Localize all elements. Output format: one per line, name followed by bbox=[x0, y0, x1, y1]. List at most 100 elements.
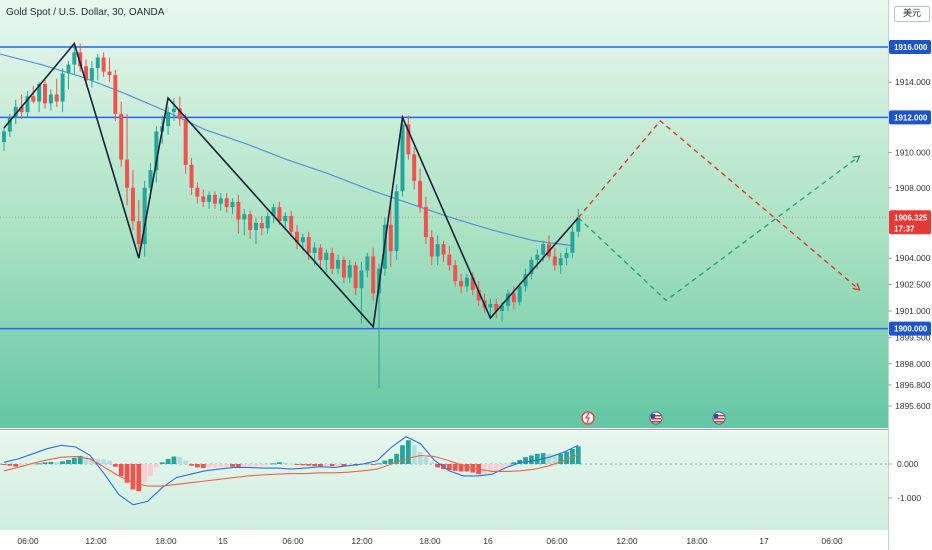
macd-histogram-bar bbox=[282, 462, 288, 464]
candle-body bbox=[453, 265, 458, 282]
time-tick-label: 12:00 bbox=[85, 536, 107, 546]
candle-body bbox=[541, 244, 546, 255]
macd-histogram-bar bbox=[429, 462, 435, 464]
candle-body bbox=[347, 265, 352, 278]
candle-body bbox=[365, 256, 370, 271]
us-flag-event-icon[interactable] bbox=[649, 411, 663, 425]
candle-body bbox=[511, 293, 516, 303]
projection-path[interactable] bbox=[577, 155, 860, 302]
candle-body bbox=[535, 254, 540, 260]
us-flag-event-icon[interactable] bbox=[712, 411, 726, 425]
candle-body bbox=[230, 201, 235, 208]
macd-histogram-bar bbox=[529, 455, 534, 464]
candle-body bbox=[207, 194, 212, 202]
candle-body bbox=[429, 237, 434, 257]
macd-histogram-bar bbox=[511, 462, 517, 464]
macd-histogram-bar bbox=[300, 464, 306, 466]
candle-body bbox=[242, 214, 247, 220]
macd-tick-label: -1.000 bbox=[897, 493, 921, 503]
projection-path[interactable] bbox=[577, 120, 860, 291]
macd-histogram-bar bbox=[482, 464, 487, 474]
time-tick-label: 06:00 bbox=[546, 536, 568, 546]
candle-body bbox=[95, 57, 100, 69]
macd-histogram-bar bbox=[552, 454, 558, 464]
moving-average bbox=[0, 53, 575, 247]
candle-body bbox=[523, 274, 528, 287]
macd-histogram-bar bbox=[159, 462, 165, 464]
candle-body bbox=[25, 96, 30, 113]
macd-histogram-bar bbox=[83, 456, 89, 464]
macd-histogram-bar bbox=[200, 464, 206, 469]
price-tick-label: 1899.500 bbox=[895, 332, 931, 342]
candle-body bbox=[19, 106, 24, 113]
macd-histogram-bar bbox=[247, 464, 253, 467]
macd-histogram-bar bbox=[142, 464, 148, 483]
macd-histogram-bar bbox=[171, 456, 177, 464]
candle-body bbox=[576, 217, 581, 232]
current-price-badge bbox=[889, 210, 931, 235]
macd-histogram-bar bbox=[224, 464, 230, 467]
zigzag-pattern[interactable] bbox=[3, 41, 579, 329]
chart-title: Gold Spot / U.S. Dollar, 30, OANDA bbox=[6, 7, 165, 18]
projection-lines[interactable] bbox=[577, 120, 861, 302]
candle-body bbox=[517, 286, 522, 303]
macd-histogram-bar bbox=[458, 464, 464, 472]
macd-histogram-bar bbox=[323, 464, 329, 467]
candle-body bbox=[177, 108, 182, 120]
macd-histogram-bar bbox=[177, 457, 183, 464]
macd-histogram-bar bbox=[446, 464, 452, 471]
candle-body bbox=[295, 231, 299, 243]
price-tick-label: 1910.000 bbox=[895, 148, 931, 158]
candle-body bbox=[142, 187, 147, 245]
price-tick-label: 1908.000 bbox=[895, 183, 931, 193]
candle-body bbox=[60, 73, 65, 102]
price-axis-bg bbox=[888, 0, 932, 550]
candle-body bbox=[488, 303, 493, 308]
candle-body bbox=[336, 259, 341, 269]
currency-button[interactable]: 美元 bbox=[894, 6, 930, 22]
time-tick-label: 06:00 bbox=[821, 536, 843, 546]
candle-body bbox=[253, 223, 258, 231]
candle-body bbox=[435, 244, 440, 257]
macd-histogram-bar bbox=[364, 463, 370, 465]
macd-histogram-bar bbox=[452, 464, 458, 471]
candle-body bbox=[464, 277, 469, 287]
time-tick-label: 18:00 bbox=[686, 536, 708, 546]
flash-event-icon[interactable] bbox=[581, 411, 595, 425]
macd-histogram-bar bbox=[107, 460, 112, 464]
candle-body bbox=[271, 207, 276, 216]
macd-histogram-bar bbox=[241, 464, 247, 467]
candle-body bbox=[89, 68, 94, 81]
zigzag-line[interactable] bbox=[3, 41, 579, 329]
macd-histogram-bar bbox=[306, 464, 312, 466]
macd-histogram-bar bbox=[60, 461, 65, 464]
candle-body bbox=[2, 131, 6, 143]
candle-body bbox=[570, 231, 575, 253]
time-tick-label: 15 bbox=[218, 536, 228, 546]
candle-body bbox=[154, 131, 159, 171]
time-tick-label: 16 bbox=[483, 536, 493, 546]
macd-histogram-bar bbox=[417, 452, 423, 464]
candle-body bbox=[224, 198, 229, 208]
macd-histogram-bar bbox=[341, 464, 347, 467]
candle-body bbox=[136, 221, 141, 245]
time-tick-label: 12:00 bbox=[616, 536, 638, 546]
candle-body bbox=[218, 198, 223, 204]
macd-histogram-bar bbox=[335, 464, 341, 466]
price-axis[interactable]: 1914.000 1910.000 1908.000 1904.000 1902.500… bbox=[888, 40, 931, 411]
macd-histogram-bar bbox=[189, 464, 194, 466]
candle-body bbox=[406, 124, 411, 155]
macd-histogram-bar bbox=[212, 464, 218, 468]
macd-histogram-bar bbox=[54, 462, 60, 464]
time-axis-bg bbox=[0, 530, 888, 550]
macd-histogram-bar bbox=[48, 461, 54, 464]
macd-histogram-bar bbox=[487, 464, 493, 473]
time-axis[interactable]: 06:00 12:00 18:00 15 06:00 12:00 18:00 16 06:00 1… bbox=[17, 536, 843, 546]
countdown-label: 17:37 bbox=[894, 224, 915, 233]
moving-average-line bbox=[0, 53, 575, 247]
macd-histogram-bar bbox=[19, 464, 24, 467]
macd-tick-label: 0.000 bbox=[897, 459, 919, 469]
candle-body bbox=[189, 164, 194, 188]
candle-body bbox=[312, 247, 317, 253]
